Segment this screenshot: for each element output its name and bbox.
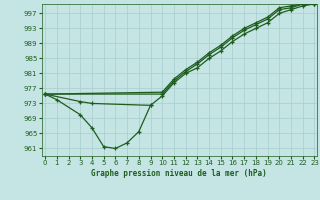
X-axis label: Graphe pression niveau de la mer (hPa): Graphe pression niveau de la mer (hPa): [91, 169, 267, 178]
